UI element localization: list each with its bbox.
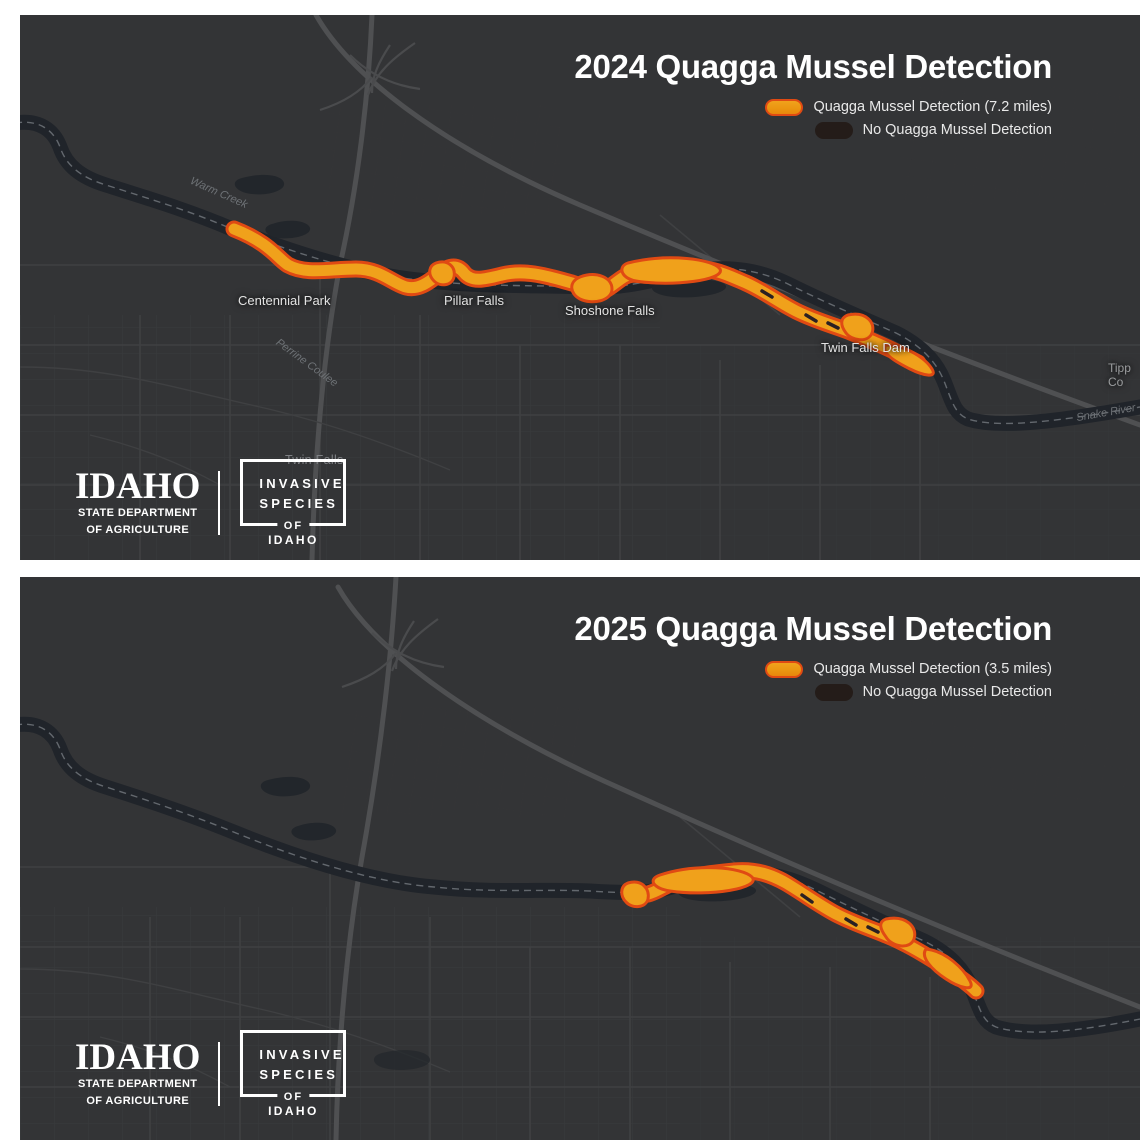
map-graphics-2024 [20, 15, 1140, 560]
map-panel-2025: Centennial Park Pillar Falls Shoshone Fa… [20, 577, 1140, 1140]
of-label: OF [277, 520, 310, 532]
map-canvas-2024[interactable] [20, 15, 1140, 560]
invasive-species-logo: INVASIVE SPECIES OF IDAHO [240, 459, 347, 547]
agency-logo-lockup-2024: IDAHO STATE DEPARTMENT OF AGRICULTURE IN… [75, 459, 347, 547]
agency-logo-lockup-2025: IDAHO STATE DEPARTMENT OF AGRICULTURE IN… [75, 1030, 347, 1118]
of-label: OF [277, 1091, 310, 1103]
invasive-species-box: INVASIVE SPECIES OF [240, 1030, 347, 1103]
logo-divider [218, 471, 221, 535]
species-line: SPECIES [259, 495, 339, 511]
idaho-wordmark: IDAHO [75, 465, 201, 507]
invasive-idaho-label: IDAHO [268, 533, 319, 547]
idaho-sub-line2: OF AGRICULTURE [86, 523, 190, 536]
species-line: SPECIES [259, 1066, 339, 1082]
map-canvas-2025[interactable] [20, 577, 1140, 1140]
idaho-agriculture-logo: IDAHO STATE DEPARTMENT OF AGRICULTURE [75, 1036, 218, 1109]
map-panel-2024: Centennial Park Pillar Falls Shoshone Fa… [20, 15, 1140, 560]
invasive-line: INVASIVE [259, 1047, 345, 1062]
invasive-species-box: INVASIVE SPECIES OF [240, 459, 347, 532]
idaho-wordmark: IDAHO [75, 1036, 201, 1078]
idaho-sub-line1: STATE DEPARTMENT [77, 506, 198, 519]
map-graphics-2025 [20, 577, 1140, 1140]
idaho-sub-line2: OF AGRICULTURE [86, 1094, 190, 1107]
idaho-sub-line1: STATE DEPARTMENT [77, 1077, 198, 1090]
invasive-line: INVASIVE [259, 476, 345, 491]
logo-divider [218, 1042, 221, 1106]
idaho-agriculture-logo: IDAHO STATE DEPARTMENT OF AGRICULTURE [75, 465, 218, 538]
invasive-species-logo: INVASIVE SPECIES OF IDAHO [240, 1030, 347, 1118]
invasive-idaho-label: IDAHO [268, 1104, 319, 1118]
